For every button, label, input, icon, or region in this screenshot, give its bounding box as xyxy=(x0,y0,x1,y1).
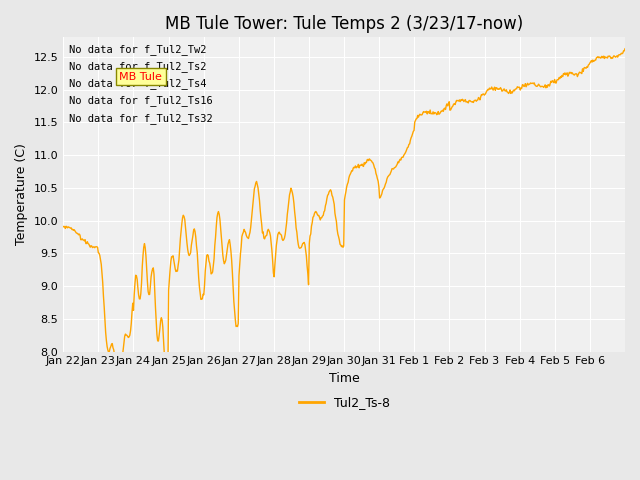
X-axis label: Time: Time xyxy=(329,372,360,385)
Text: No data for f_Tul2_Ts32: No data for f_Tul2_Ts32 xyxy=(68,113,212,124)
Text: No data for f_Tul2_Ts16: No data for f_Tul2_Ts16 xyxy=(68,96,212,107)
Text: No data for f_Tul2_Ts4: No data for f_Tul2_Ts4 xyxy=(68,78,206,89)
Legend: Tul2_Ts-8: Tul2_Ts-8 xyxy=(294,391,395,414)
Text: No data for f_Tul2_Ts2: No data for f_Tul2_Ts2 xyxy=(68,61,206,72)
Text: No data for f_Tul2_Tw2: No data for f_Tul2_Tw2 xyxy=(68,44,206,55)
Title: MB Tule Tower: Tule Temps 2 (3/23/17-now): MB Tule Tower: Tule Temps 2 (3/23/17-now… xyxy=(165,15,524,33)
Y-axis label: Temperature (C): Temperature (C) xyxy=(15,144,28,245)
Text: MB Tule: MB Tule xyxy=(119,72,162,82)
